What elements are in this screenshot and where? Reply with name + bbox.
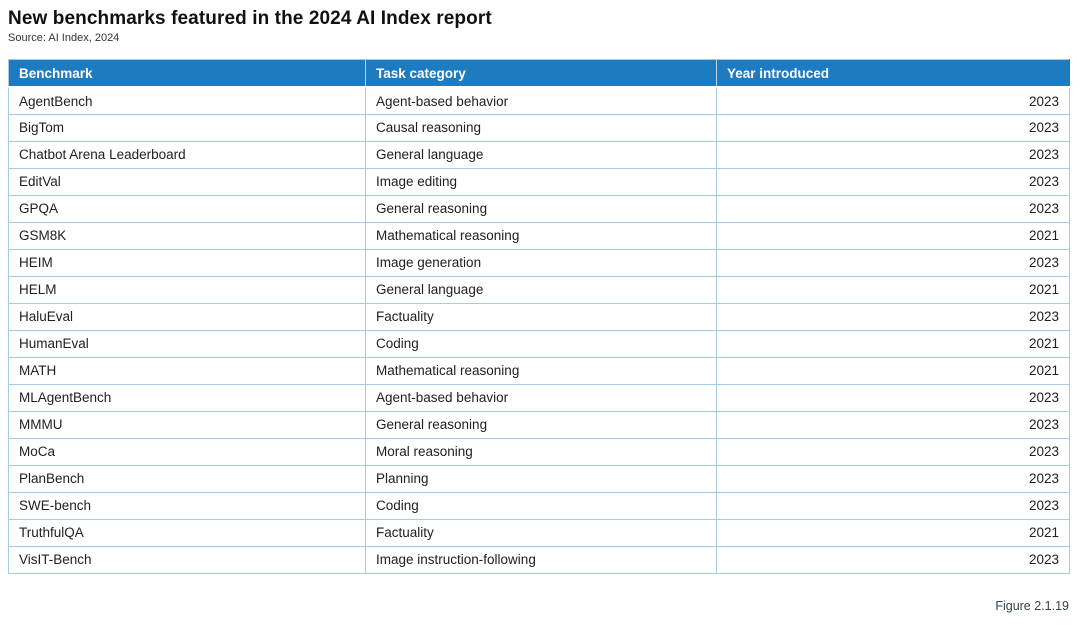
benchmark-cell: HEIM — [8, 248, 366, 277]
benchmark-cell: GSM8K — [8, 221, 366, 250]
benchmark-cell: AgentBench — [8, 86, 366, 115]
table-body: AgentBench Agent-based behavior 2023 BigTom… — [8, 86, 1070, 574]
benchmark-cell: PlanBench — [8, 464, 366, 493]
benchmark-cell: HaluEval — [8, 302, 366, 331]
task-category-cell: Moral reasoning — [365, 437, 717, 466]
page-title: New benchmarks featured in the 2024 AI I… — [8, 8, 492, 29]
year-cell: 2023 — [716, 464, 1070, 493]
column-header-year-introduced: Year introduced — [716, 59, 1070, 89]
table-row: TruthfulQA Factuality 2021 — [8, 518, 1070, 547]
benchmark-cell: GPQA — [8, 194, 366, 223]
table-row: MMMU General reasoning 2023 — [8, 410, 1070, 439]
benchmark-cell: BigTom — [8, 113, 366, 142]
source-line: Source: AI Index, 2024 — [8, 31, 120, 44]
year-cell: 2021 — [716, 518, 1070, 547]
table-row: AgentBench Agent-based behavior 2023 — [8, 86, 1070, 115]
year-cell: 2023 — [716, 167, 1070, 196]
year-cell: 2023 — [716, 113, 1070, 142]
benchmark-cell: SWE-bench — [8, 491, 366, 520]
task-category-cell: Coding — [365, 491, 717, 520]
task-category-cell: Factuality — [365, 302, 717, 331]
task-category-cell: General language — [365, 275, 717, 304]
table-row: EditVal Image editing 2023 — [8, 167, 1070, 196]
table-row: MoCa Moral reasoning 2023 — [8, 437, 1070, 466]
table-row: Chatbot Arena Leaderboard General languag… — [8, 140, 1070, 169]
table-row: HEIM Image generation 2023 — [8, 248, 1070, 277]
task-category-cell: Factuality — [365, 518, 717, 547]
benchmark-cell: MLAgentBench — [8, 383, 366, 412]
table-row: MATH Mathematical reasoning 2021 — [8, 356, 1070, 385]
task-category-cell: Agent-based behavior — [365, 383, 717, 412]
task-category-cell: Mathematical reasoning — [365, 221, 717, 250]
year-cell: 2021 — [716, 275, 1070, 304]
header-row: Benchmark Task category Year introduced — [8, 59, 1070, 89]
benchmark-cell: MoCa — [8, 437, 366, 466]
year-cell: 2023 — [716, 86, 1070, 115]
year-cell: 2021 — [716, 221, 1070, 250]
task-category-cell: Image generation — [365, 248, 717, 277]
task-category-cell: Mathematical reasoning — [365, 356, 717, 385]
benchmark-cell: TruthfulQA — [8, 518, 366, 547]
task-category-cell: Causal reasoning — [365, 113, 717, 142]
table-row: BigTom Causal reasoning 2023 — [8, 113, 1070, 142]
task-category-cell: Coding — [365, 329, 717, 358]
table-row: PlanBench Planning 2023 — [8, 464, 1070, 493]
figure-number-label: Figure 2.1.19 — [995, 599, 1069, 613]
benchmark-cell: Chatbot Arena Leaderboard — [8, 140, 366, 169]
table-header: Benchmark Task category Year introduced — [8, 59, 1070, 89]
year-cell: 2023 — [716, 383, 1070, 412]
benchmarks-table: Benchmark Task category Year introduced … — [8, 58, 1070, 574]
year-cell: 2023 — [716, 248, 1070, 277]
task-category-cell: Planning — [365, 464, 717, 493]
year-cell: 2023 — [716, 194, 1070, 223]
benchmark-cell: EditVal — [8, 167, 366, 196]
year-cell: 2021 — [716, 356, 1070, 385]
column-header-task-category: Task category — [365, 59, 717, 89]
table-row: GSM8K Mathematical reasoning 2021 — [8, 221, 1070, 250]
table-row: HumanEval Coding 2021 — [8, 329, 1070, 358]
table-row: GPQA General reasoning 2023 — [8, 194, 1070, 223]
year-cell: 2021 — [716, 329, 1070, 358]
task-category-cell: General reasoning — [365, 410, 717, 439]
column-header-benchmark: Benchmark — [8, 59, 366, 89]
benchmark-cell: MATH — [8, 356, 366, 385]
task-category-cell: General language — [365, 140, 717, 169]
table-row: VisIT-Bench Image instruction-following 20… — [8, 545, 1070, 574]
year-cell: 2023 — [716, 491, 1070, 520]
task-category-cell: Image editing — [365, 167, 717, 196]
benchmark-cell: HumanEval — [8, 329, 366, 358]
table-row: HaluEval Factuality 2023 — [8, 302, 1070, 331]
table-row: HELM General language 2021 — [8, 275, 1070, 304]
benchmark-cell: VisIT-Bench — [8, 545, 366, 574]
benchmark-cell: HELM — [8, 275, 366, 304]
benchmark-cell: MMMU — [8, 410, 366, 439]
task-category-cell: Image instruction-following — [365, 545, 717, 574]
task-category-cell: General reasoning — [365, 194, 717, 223]
year-cell: 2023 — [716, 410, 1070, 439]
year-cell: 2023 — [716, 302, 1070, 331]
year-cell: 2023 — [716, 545, 1070, 574]
table-row: MLAgentBench Agent-based behavior 2023 — [8, 383, 1070, 412]
year-cell: 2023 — [716, 437, 1070, 466]
year-cell: 2023 — [716, 140, 1070, 169]
table-row: SWE-bench Coding 2023 — [8, 491, 1070, 520]
task-category-cell: Agent-based behavior — [365, 86, 717, 115]
